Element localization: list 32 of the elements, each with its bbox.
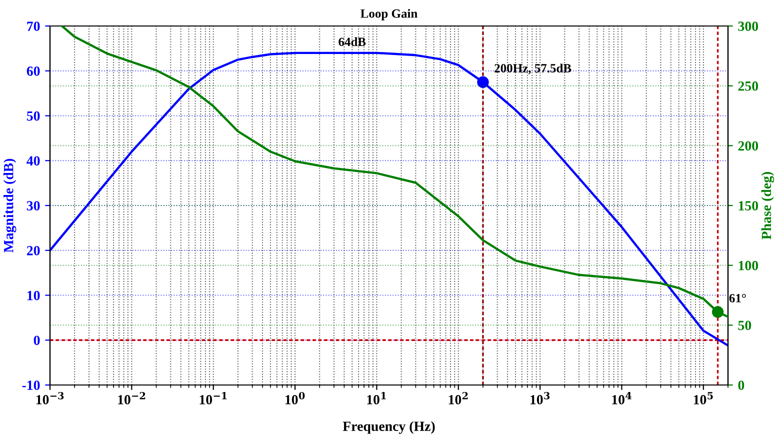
y-axis-title: Magnitude (dB) bbox=[4, 158, 16, 253]
y2-tick-label: 50 bbox=[738, 320, 752, 330]
y2-tick-label: 150 bbox=[738, 201, 758, 210]
x-tick-label: 10$^{3}$ bbox=[530, 392, 550, 404]
y2-axis-title: Phase (deg) bbox=[761, 172, 774, 240]
x-tick-label: 10$^{0}$ bbox=[286, 392, 305, 404]
annotation: 64dB bbox=[338, 37, 366, 46]
y-tick-label: 60 bbox=[26, 66, 40, 76]
x-tick-label: 10$^{2}$ bbox=[448, 392, 468, 404]
data-label: 200Hz, 57.5dB bbox=[494, 64, 572, 74]
y2-tick-label: 0 bbox=[738, 380, 744, 390]
x-tick-label: 10$^{−3}$ bbox=[36, 392, 64, 404]
y-tick-label: 70 bbox=[27, 22, 40, 31]
y-tick-label: 30 bbox=[26, 201, 40, 210]
x-tick-label: 10$^{5}$ bbox=[694, 392, 713, 404]
x-tick-label: 10$^{1}$ bbox=[367, 392, 386, 404]
x-tick-label: 10$^{−1}$ bbox=[200, 392, 227, 404]
y-tick-label: -10 bbox=[22, 380, 40, 390]
y2-tick-label: 300 bbox=[738, 22, 758, 31]
data-label: 61° bbox=[729, 294, 746, 302]
y-tick-label: 20 bbox=[26, 246, 40, 256]
x-tick-label: 10$^{−2}$ bbox=[118, 392, 146, 404]
y-tick-label: 0 bbox=[34, 336, 40, 346]
y2-tick-label: 200 bbox=[738, 141, 758, 151]
y-tick-label: 40 bbox=[26, 156, 40, 166]
x-axis-title: Frequency (Hz) bbox=[342, 421, 435, 434]
y-tick-label: 10 bbox=[28, 290, 40, 300]
y2-tick-label: 100 bbox=[738, 260, 758, 270]
y2-tick-label: 250 bbox=[738, 81, 758, 91]
x-tick-label: 10$^{4}$ bbox=[612, 392, 632, 404]
chart-title: Loop Gain bbox=[360, 8, 418, 20]
y-tick-label: 50 bbox=[26, 111, 40, 121]
